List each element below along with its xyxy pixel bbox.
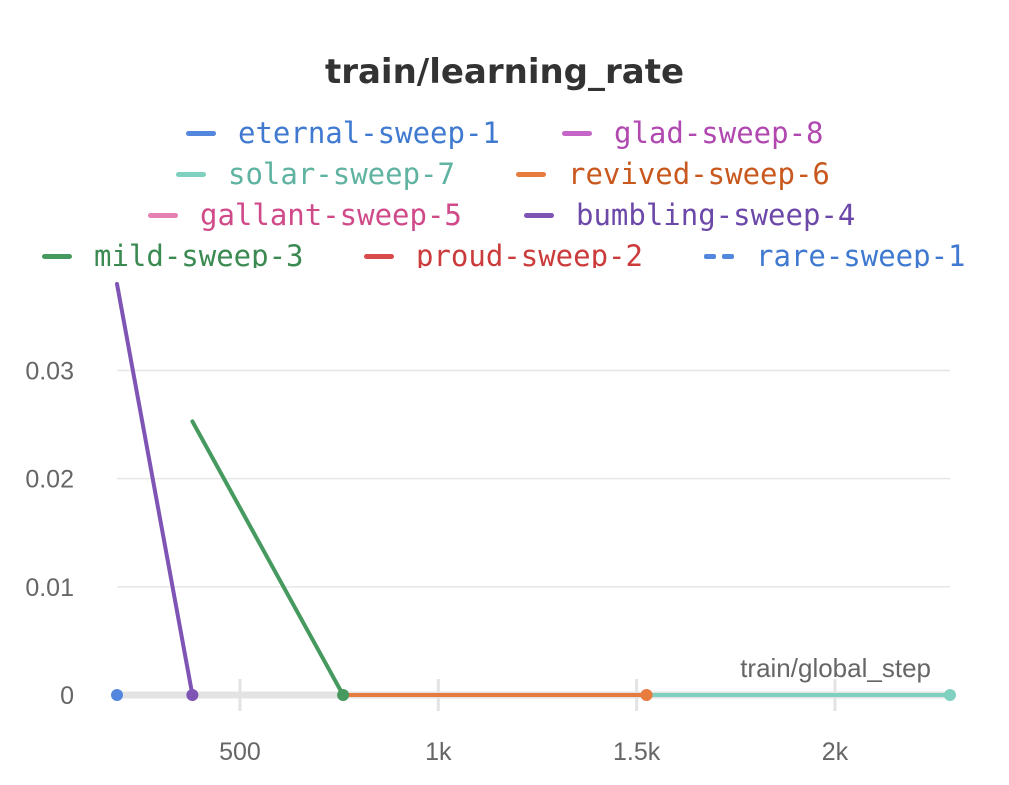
legend-item-mild-sweep-3[interactable]: mild-sweep-3 [42, 235, 304, 268]
data-point-solar-sweep-7 [944, 689, 956, 701]
legend-row: mild-sweep-3 proud-sweep-2 rare-sweep-1 [0, 235, 1009, 268]
legend-swatch [186, 130, 216, 136]
legend-label: gallant-sweep-5 [200, 198, 462, 232]
chart-title: train/learning_rate [324, 52, 685, 92]
legend-label: mild-sweep-3 [94, 239, 304, 268]
data-point-bumbling-sweep-4 [186, 689, 199, 701]
legend-swatch [176, 171, 206, 177]
legend-swatch [562, 130, 592, 136]
legend-item-glad-sweep-8[interactable]: glad-sweep-8 [562, 112, 824, 154]
legend-label: revived-sweep-6 [568, 157, 830, 191]
legend-row: gallant-sweep-5 bumbling-sweep-4 [0, 194, 1009, 236]
data-point-rare-sweep-1 [111, 689, 123, 701]
x-tick-label: 500 [219, 738, 261, 766]
legend-swatch [524, 212, 554, 218]
y-tick-label: 0 [60, 682, 74, 710]
y-tick-label: 0.03 [25, 358, 74, 386]
legend-item-eternal-sweep-1[interactable]: eternal-sweep-1 [186, 112, 500, 154]
legend-item-solar-sweep-7[interactable]: solar-sweep-7 [176, 153, 455, 195]
legend-swatch [148, 212, 178, 218]
x-tick-label: 1.5k [613, 738, 661, 766]
legend-item-revived-sweep-6[interactable]: revived-sweep-6 [516, 153, 830, 195]
legend: eternal-sweep-1 glad-sweep-8 solar-sweep… [0, 112, 1009, 268]
y-tick-label: 0.02 [25, 466, 74, 494]
legend-swatch [42, 253, 72, 259]
legend-item-bumbling-sweep-4[interactable]: bumbling-sweep-4 [524, 194, 855, 236]
data-point-revived-sweep-6 [640, 689, 653, 701]
legend-label: rare-sweep-1 [756, 239, 966, 268]
series-line-mild-sweep-3 [190, 419, 346, 697]
x-tick-label: 1k [425, 738, 452, 766]
legend-item-rare-sweep-1[interactable]: rare-sweep-1 [704, 235, 966, 268]
series-line-bumbling-sweep-4 [115, 282, 195, 697]
legend-label: bumbling-sweep-4 [576, 198, 856, 232]
legend-label: glad-sweep-8 [614, 116, 824, 150]
legend-swatch [364, 253, 394, 259]
legend-swatch [704, 253, 734, 259]
legend-row: eternal-sweep-1 glad-sweep-8 [0, 112, 1009, 154]
x-tick-label: 2k [822, 738, 849, 766]
data-point-mild-sweep-3 [337, 689, 350, 701]
legend-label: solar-sweep-7 [228, 157, 455, 191]
x-axis-label: train/global_step [740, 653, 931, 683]
legend-label: proud-sweep-2 [416, 239, 643, 268]
y-tick-label: 0.01 [25, 574, 74, 602]
legend-item-proud-sweep-2[interactable]: proud-sweep-2 [364, 235, 643, 268]
legend-item-gallant-sweep-5[interactable]: gallant-sweep-5 [148, 194, 462, 236]
legend-swatch [516, 171, 546, 177]
legend-row: solar-sweep-7 revived-sweep-6 [0, 153, 1009, 195]
legend-label: eternal-sweep-1 [238, 116, 500, 150]
